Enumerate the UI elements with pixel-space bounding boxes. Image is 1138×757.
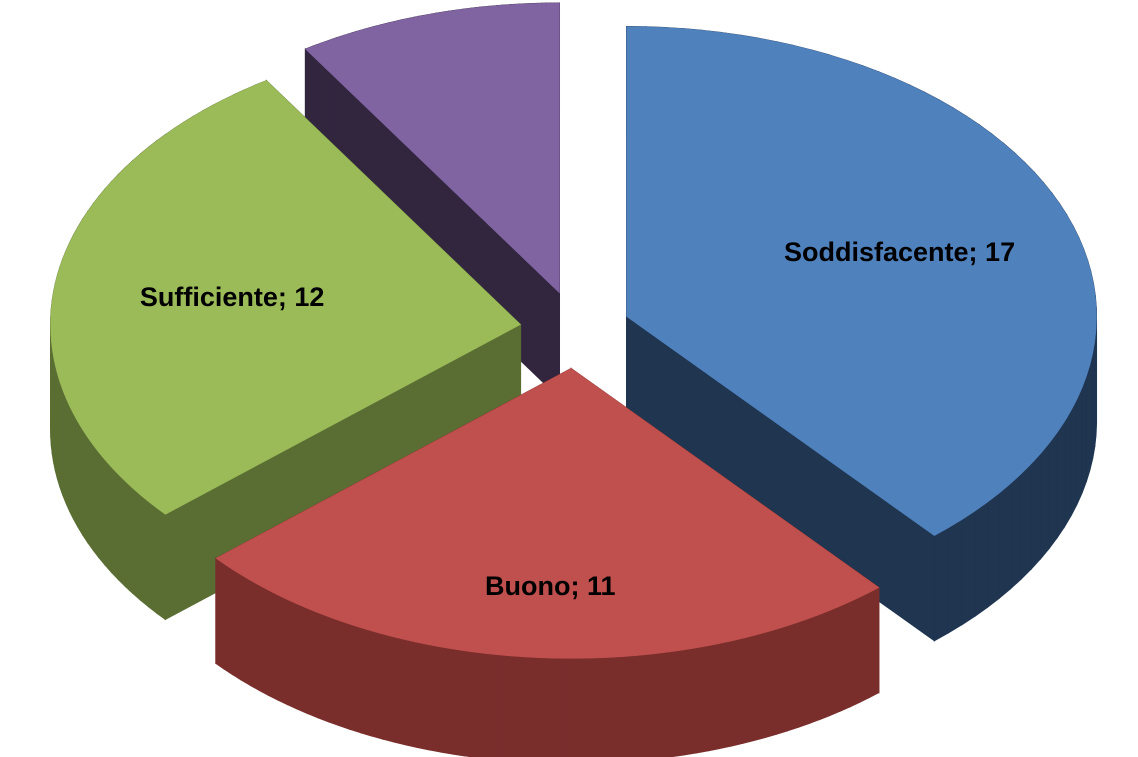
slice: Buono bbox=[215, 367, 880, 757]
slice-top bbox=[215, 368, 880, 659]
slice-side bbox=[573, 657, 588, 757]
slice-side bbox=[87, 435, 94, 552]
slice-side bbox=[92, 443, 100, 559]
slice-side bbox=[104, 458, 112, 574]
slice-side bbox=[868, 586, 880, 699]
slice-side bbox=[987, 492, 1000, 609]
slice-side bbox=[753, 631, 766, 742]
slice-side bbox=[1064, 408, 1072, 529]
slice-top bbox=[626, 26, 1097, 537]
slice-side bbox=[69, 405, 75, 520]
slice-side bbox=[623, 655, 637, 757]
slice-side bbox=[124, 480, 134, 595]
slice-side bbox=[476, 651, 490, 757]
slice-side bbox=[635, 653, 649, 757]
slice-side bbox=[933, 527, 949, 642]
slice-side bbox=[139, 493, 149, 608]
slice-side bbox=[742, 634, 755, 745]
slice-side bbox=[819, 609, 831, 721]
slice-top bbox=[50, 80, 521, 515]
slice-top bbox=[304, 2, 560, 294]
slice-side bbox=[586, 657, 600, 757]
data-label: Soddisfacente; 17 bbox=[784, 237, 1015, 267]
slice-side bbox=[786, 621, 799, 732]
slice-side bbox=[117, 473, 126, 588]
slice-side bbox=[829, 605, 841, 717]
slice-side bbox=[156, 507, 166, 621]
slice-side bbox=[327, 616, 340, 727]
slice-side bbox=[659, 651, 673, 757]
slice-side bbox=[1030, 452, 1042, 571]
slice-side bbox=[65, 398, 71, 512]
slice-side bbox=[77, 420, 84, 537]
slice-side bbox=[338, 619, 351, 730]
slice-side bbox=[849, 596, 861, 708]
slice-side bbox=[132, 487, 141, 602]
slice-side bbox=[349, 623, 362, 734]
slice-side bbox=[671, 649, 685, 757]
slice-side bbox=[73, 413, 79, 528]
slice-side bbox=[452, 648, 466, 757]
slice: Soddisfacente bbox=[626, 26, 1098, 642]
slice-side bbox=[488, 653, 502, 757]
slice-side bbox=[524, 656, 539, 757]
slice-side bbox=[382, 633, 395, 743]
slice-side bbox=[1085, 365, 1091, 482]
slice-side bbox=[110, 465, 119, 581]
slice-side bbox=[1070, 399, 1078, 516]
slice-side bbox=[416, 641, 430, 751]
slice-side bbox=[440, 646, 454, 755]
slice-side bbox=[1056, 420, 1066, 540]
slice-side bbox=[147, 500, 158, 615]
slice-side bbox=[1081, 376, 1087, 494]
slice-side bbox=[859, 591, 870, 704]
slice-side bbox=[1010, 472, 1022, 590]
slice-side bbox=[393, 636, 407, 746]
slice-side bbox=[98, 451, 106, 567]
slice-side bbox=[707, 642, 721, 752]
slice-side bbox=[537, 657, 551, 757]
slice-side bbox=[974, 501, 989, 618]
slice-side bbox=[797, 617, 810, 728]
slice-side bbox=[730, 637, 744, 747]
slice-side bbox=[764, 628, 777, 739]
data-label: Buono; 11 bbox=[485, 571, 616, 601]
slice-side bbox=[561, 657, 575, 757]
slice-side bbox=[317, 612, 329, 723]
slice-side bbox=[1020, 462, 1032, 581]
slice-side bbox=[1076, 388, 1083, 505]
slice-side bbox=[1040, 441, 1050, 561]
slice-side bbox=[1048, 431, 1058, 550]
data-label: Sufficiente; 12 bbox=[140, 282, 325, 312]
slice-side bbox=[719, 640, 732, 750]
slice-side bbox=[500, 654, 514, 757]
slice-side bbox=[961, 510, 976, 626]
slice-side bbox=[683, 647, 697, 756]
slice-side bbox=[428, 644, 442, 753]
slice-side bbox=[512, 655, 526, 757]
slice-side bbox=[464, 650, 478, 757]
slice-side bbox=[405, 639, 418, 749]
slice-side bbox=[695, 645, 709, 754]
slice-side bbox=[297, 603, 309, 715]
slice-side bbox=[360, 627, 373, 737]
slice-side bbox=[598, 656, 612, 757]
slice-side bbox=[371, 630, 384, 740]
slice-side bbox=[947, 518, 963, 634]
slice-side bbox=[775, 625, 788, 735]
slice-side bbox=[549, 657, 563, 757]
slice-side bbox=[998, 482, 1012, 600]
slice-side bbox=[839, 601, 851, 712]
slice-side bbox=[610, 656, 625, 757]
slice-side bbox=[808, 613, 821, 725]
slice-side bbox=[647, 652, 661, 757]
slice-side bbox=[82, 428, 89, 545]
slice-side bbox=[307, 607, 319, 719]
